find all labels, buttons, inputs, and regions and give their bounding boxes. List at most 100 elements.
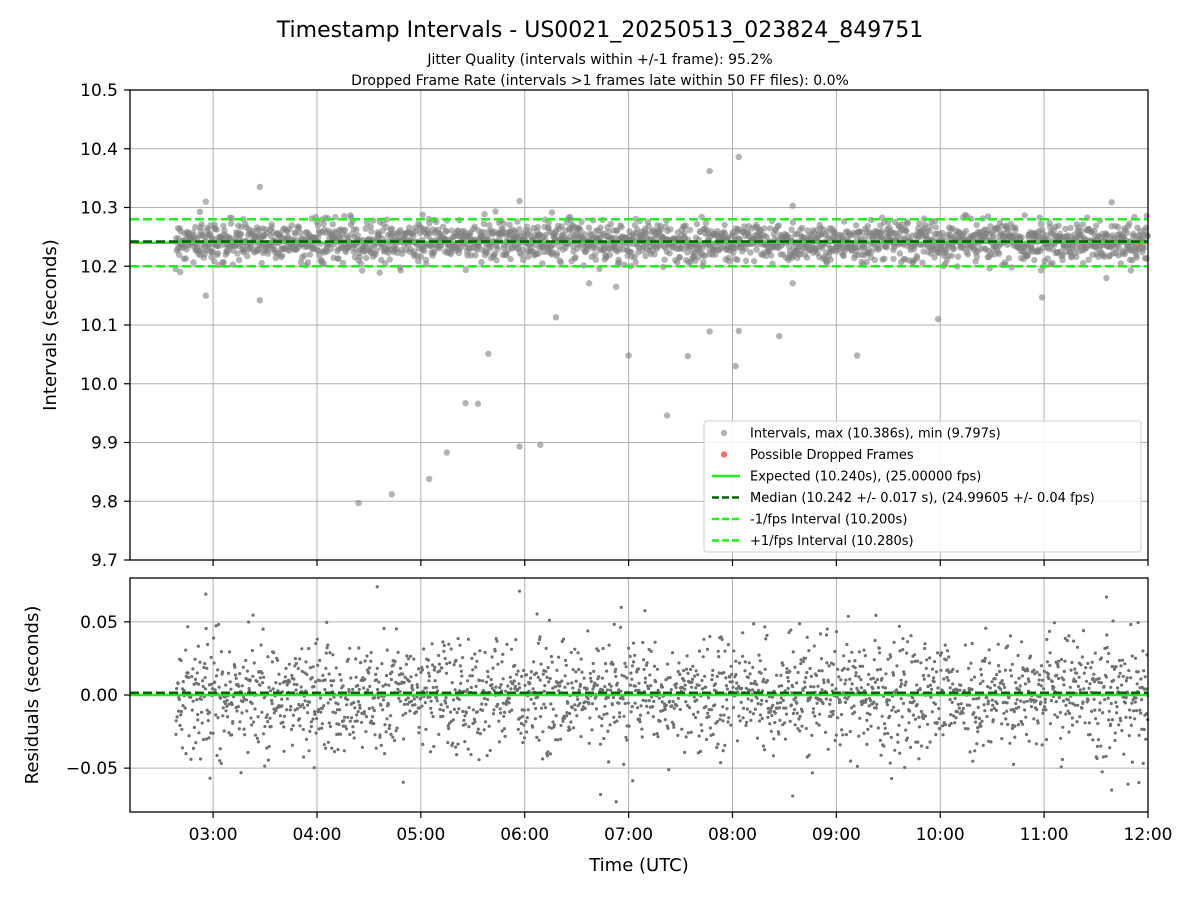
residual-point <box>497 719 501 723</box>
residual-point <box>255 736 259 741</box>
residual-point <box>596 649 600 653</box>
residual-point <box>360 745 364 750</box>
residual-point <box>706 696 711 700</box>
residual-point <box>965 703 969 707</box>
residual-point <box>983 656 987 661</box>
residual-point <box>351 730 355 735</box>
residual-point <box>1072 639 1076 643</box>
residual-point <box>654 680 658 684</box>
residual-point <box>186 675 191 680</box>
residual-point <box>522 668 526 673</box>
residual-point <box>200 721 204 725</box>
residual-point <box>238 672 242 676</box>
residual-point <box>409 699 414 703</box>
interval-point <box>682 222 689 229</box>
residual-point <box>1020 640 1024 644</box>
residual-point <box>928 683 933 687</box>
residual-point <box>880 714 884 718</box>
interval-point <box>1024 251 1032 258</box>
residual-point <box>869 724 873 728</box>
residual-point <box>513 684 517 688</box>
legend-label: Expected (10.240s), (25.00000 fps) <box>750 470 981 485</box>
residual-point <box>932 680 936 684</box>
residual-point <box>854 674 858 678</box>
residual-point <box>259 643 263 647</box>
residual-point <box>744 723 748 728</box>
residual-point <box>1081 629 1086 633</box>
residual-point <box>290 743 295 747</box>
residual-point <box>381 698 386 702</box>
residual-point <box>974 715 978 719</box>
x-tick-label: 03:00 <box>189 825 238 845</box>
residual-point <box>897 624 902 628</box>
residual-point <box>544 669 548 674</box>
residual-point <box>559 737 563 741</box>
residual-point <box>875 668 880 672</box>
residual-point <box>277 672 281 676</box>
residual-point <box>921 712 925 716</box>
residual-point <box>903 765 907 770</box>
residual-point <box>417 667 421 671</box>
residual-point <box>724 684 729 688</box>
residual-point <box>393 660 397 664</box>
residual-point <box>497 740 501 744</box>
residual-point <box>193 677 198 682</box>
residual-point <box>1100 770 1104 774</box>
residual-point <box>314 680 318 684</box>
residual-point <box>522 736 527 740</box>
interval-point <box>492 208 499 215</box>
interval-point <box>676 253 683 261</box>
residual-point <box>877 646 881 650</box>
interval-point <box>1018 234 1025 241</box>
residual-point <box>214 674 219 678</box>
residual-point <box>670 651 675 655</box>
residual-point <box>495 639 499 643</box>
residual-point <box>1059 736 1063 740</box>
residual-point <box>444 671 449 675</box>
residual-point <box>809 685 813 689</box>
residual-point <box>428 750 433 754</box>
residual-point <box>769 709 773 713</box>
residual-point <box>857 650 862 654</box>
x-tick-label: 05:00 <box>396 825 445 845</box>
residual-point <box>891 705 896 709</box>
residual-point <box>633 701 637 705</box>
residual-point <box>771 754 776 758</box>
residual-point <box>874 613 878 618</box>
residual-point <box>772 737 776 741</box>
interval-point <box>868 248 875 255</box>
residual-point <box>313 712 317 717</box>
residual-point <box>986 699 991 703</box>
interval-point <box>481 211 488 218</box>
interval-point <box>500 220 508 227</box>
residual-point <box>515 672 519 677</box>
residual-point <box>891 671 895 675</box>
residual-point <box>375 678 379 682</box>
residual-point <box>950 700 954 705</box>
residual-point <box>618 696 622 700</box>
residual-point <box>641 640 645 645</box>
residual-point <box>857 675 861 679</box>
residual-point <box>1002 711 1006 715</box>
interval-point <box>368 228 375 235</box>
residual-point <box>504 689 508 693</box>
residual-point <box>266 720 270 724</box>
residual-point <box>208 710 212 715</box>
legend-label: Possible Dropped Frames <box>750 448 914 463</box>
residual-point <box>529 697 533 701</box>
residual-point <box>963 643 968 647</box>
residual-point <box>570 681 574 685</box>
intervals-panel: 9.79.89.910.010.110.210.310.410.5 Interv… <box>40 81 1152 571</box>
residual-point <box>1057 696 1061 700</box>
residual-point <box>707 708 711 712</box>
residual-point <box>283 675 287 679</box>
residual-point <box>538 635 542 639</box>
residual-point <box>369 651 373 655</box>
interval-point <box>535 250 542 257</box>
chart-subtitle-jitter: Jitter Quality (intervals within +/-1 fr… <box>426 52 772 68</box>
residual-point <box>473 720 477 724</box>
residual-point <box>315 637 319 641</box>
residual-point <box>223 701 228 706</box>
residual-point <box>1064 712 1068 716</box>
residual-point <box>744 686 748 690</box>
